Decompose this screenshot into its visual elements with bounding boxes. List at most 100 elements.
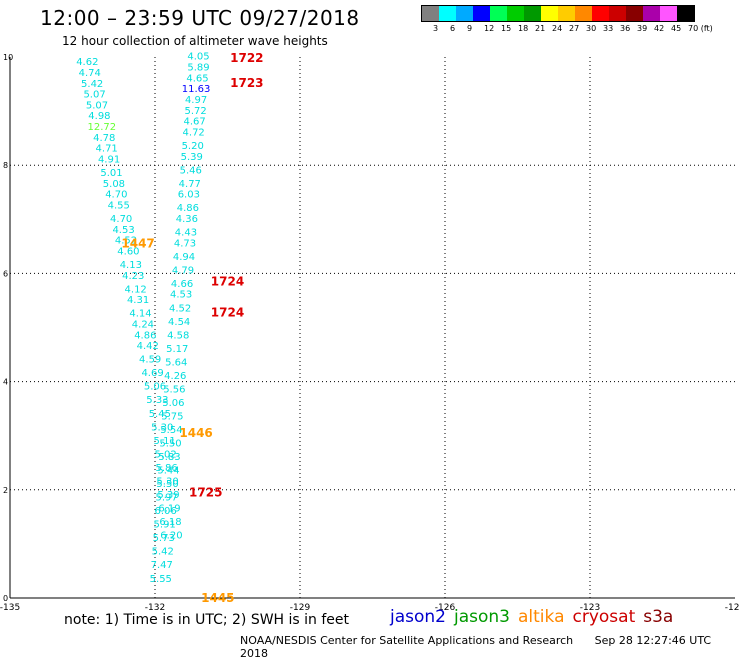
color-swatch bbox=[626, 6, 643, 21]
wave-height-value: 5.30 bbox=[151, 422, 173, 433]
color-scale-label: 21 bbox=[535, 24, 546, 33]
pass-time-label: 1725 bbox=[189, 486, 222, 500]
wave-height-value: 5.89 bbox=[187, 63, 209, 74]
y-tick-label: 6 bbox=[3, 269, 8, 278]
color-scale-label: 6 bbox=[450, 24, 456, 33]
wave-height-value: 5.46 bbox=[180, 165, 202, 176]
x-tick-label: -123 bbox=[580, 603, 600, 613]
color-scale-label: 9 bbox=[467, 24, 473, 33]
color-scale-labels: 3 6 9 12 15 18 21 24 27 30 33 36 39 42 45 70 (ft) bbox=[421, 22, 713, 36]
wave-height-value: 4.62 bbox=[76, 57, 98, 68]
color-scale-label: 36 bbox=[620, 24, 631, 33]
wave-height-value: 5.54 bbox=[160, 425, 182, 436]
color-swatch bbox=[456, 6, 473, 21]
wave-height-value: 4.60 bbox=[117, 246, 139, 257]
wave-height-value: 4.69 bbox=[141, 368, 163, 379]
color-scale-label: 70 (ft) bbox=[688, 24, 713, 33]
wave-height-value: 4.86 bbox=[177, 203, 199, 214]
color-scale-label: 24 bbox=[552, 24, 563, 33]
wave-height-value: 4.72 bbox=[183, 127, 205, 138]
wave-height-value: 4.54 bbox=[168, 317, 190, 328]
wave-height-value: 4.66 bbox=[171, 279, 193, 290]
color-scale-label: 42 bbox=[654, 24, 665, 33]
satellite-legend-altika: altika bbox=[518, 607, 565, 627]
pass-time-label: 1447 bbox=[121, 237, 154, 251]
wave-height-value: 4.43 bbox=[175, 228, 197, 239]
wave-height-value: 5.01 bbox=[100, 168, 122, 179]
wave-height-value: 4.70 bbox=[105, 190, 127, 201]
y-tick-label: 0 bbox=[3, 594, 8, 603]
wave-height-value: 5.45 bbox=[149, 409, 171, 420]
wave-height-value: 4.71 bbox=[96, 144, 118, 155]
wave-height-value: 5.44 bbox=[157, 466, 179, 477]
color-swatch bbox=[490, 6, 507, 21]
x-tick-label: -132 bbox=[145, 603, 165, 613]
color-scale-swatches bbox=[421, 5, 695, 22]
wave-height-value: 5.07 bbox=[86, 100, 108, 111]
wave-height-value: 11.63 bbox=[182, 84, 211, 95]
wave-height-value: 4.53 bbox=[170, 290, 192, 301]
page-subtitle: 12 hour collection of altimeter wave hei… bbox=[62, 34, 328, 48]
wave-height-value: 5.64 bbox=[165, 357, 187, 368]
wave-height-value: 4.91 bbox=[98, 154, 120, 165]
wave-height-value: 4.52 bbox=[115, 236, 137, 247]
color-scale-label: 33 bbox=[603, 24, 614, 33]
wave-height-value: 4.78 bbox=[93, 133, 115, 144]
color-swatch bbox=[558, 6, 575, 21]
wave-height-value: 4.23 bbox=[122, 271, 144, 282]
wave-height-value: 4.67 bbox=[184, 117, 206, 128]
wave-height-value: 4.31 bbox=[127, 295, 149, 306]
color-swatch bbox=[524, 6, 541, 21]
x-tick-label: -135 bbox=[0, 603, 20, 613]
x-tick-label: -126 bbox=[435, 603, 456, 613]
color-scale-label: 27 bbox=[569, 24, 580, 33]
wave-height-value: 4.12 bbox=[125, 284, 147, 295]
wave-height-value: 5.50 bbox=[159, 439, 181, 450]
wave-height-value: 4.97 bbox=[185, 95, 207, 106]
wave-height-value: 5.17 bbox=[166, 344, 188, 355]
wave-height-value: 5.73 bbox=[153, 533, 175, 544]
color-swatch bbox=[660, 6, 677, 21]
wave-height-value: 5.83 bbox=[158, 452, 180, 463]
wave-height-value: 4.26 bbox=[164, 371, 186, 382]
color-swatch bbox=[592, 6, 609, 21]
color-scale-label: 39 bbox=[637, 24, 648, 33]
wave-height-value: 4.59 bbox=[139, 355, 161, 366]
y-tick-label: 2 bbox=[3, 486, 8, 495]
color-swatch bbox=[507, 6, 524, 21]
wave-height-value: 6.18 bbox=[159, 517, 181, 528]
wave-height-value: 4.24 bbox=[132, 320, 154, 331]
wave-height-value: 5.08 bbox=[103, 179, 125, 190]
wave-height-value: 4.55 bbox=[108, 200, 130, 211]
x-tick-label: -129 bbox=[290, 603, 311, 613]
color-scale-label: 3 bbox=[433, 24, 439, 33]
wave-height-value: 12.72 bbox=[88, 122, 117, 133]
wave-height-value: 4.42 bbox=[137, 341, 159, 352]
wave-height-value: 4.14 bbox=[129, 309, 151, 320]
wave-height-value: 4.13 bbox=[120, 260, 142, 271]
wave-height-value: 4.74 bbox=[79, 68, 101, 79]
color-swatch bbox=[439, 6, 456, 21]
pass-time-label: 1723 bbox=[230, 76, 263, 90]
wave-height-value: 6.06 bbox=[155, 506, 177, 517]
wave-height-color-scale: 3 6 9 12 15 18 21 24 27 30 33 36 39 42 45 70 (ft) bbox=[421, 5, 713, 36]
satellite-legend-jason2: jason2 bbox=[390, 607, 446, 627]
wave-height-value: 5.20 bbox=[182, 141, 204, 152]
color-scale-label: 30 bbox=[586, 24, 597, 33]
wave-height-value: 4.98 bbox=[88, 111, 110, 122]
wave-height-value: 4.05 bbox=[187, 52, 209, 63]
footer-note: note: 1) Time is in UTC; 2) SWH is in fe… bbox=[64, 612, 350, 628]
wave-height-value: 4.70 bbox=[110, 214, 132, 225]
wave-height-value: 5.11 bbox=[154, 436, 176, 447]
wave-height-value: 4.53 bbox=[112, 225, 134, 236]
credit-text: NOAA/NESDIS Center for Satellite Applica… bbox=[240, 634, 574, 647]
wave-height-value: 5.06 bbox=[144, 382, 166, 393]
wave-height-value: 5.97 bbox=[155, 493, 177, 504]
wave-height-value: 4.86 bbox=[134, 330, 156, 341]
wave-height-value: 6.20 bbox=[160, 530, 182, 541]
y-tick-label: 8 bbox=[3, 161, 8, 170]
wave-height-value: 5.75 bbox=[161, 411, 183, 422]
color-scale-label: 15 bbox=[501, 24, 512, 33]
color-scale-label: 12 bbox=[484, 24, 495, 33]
